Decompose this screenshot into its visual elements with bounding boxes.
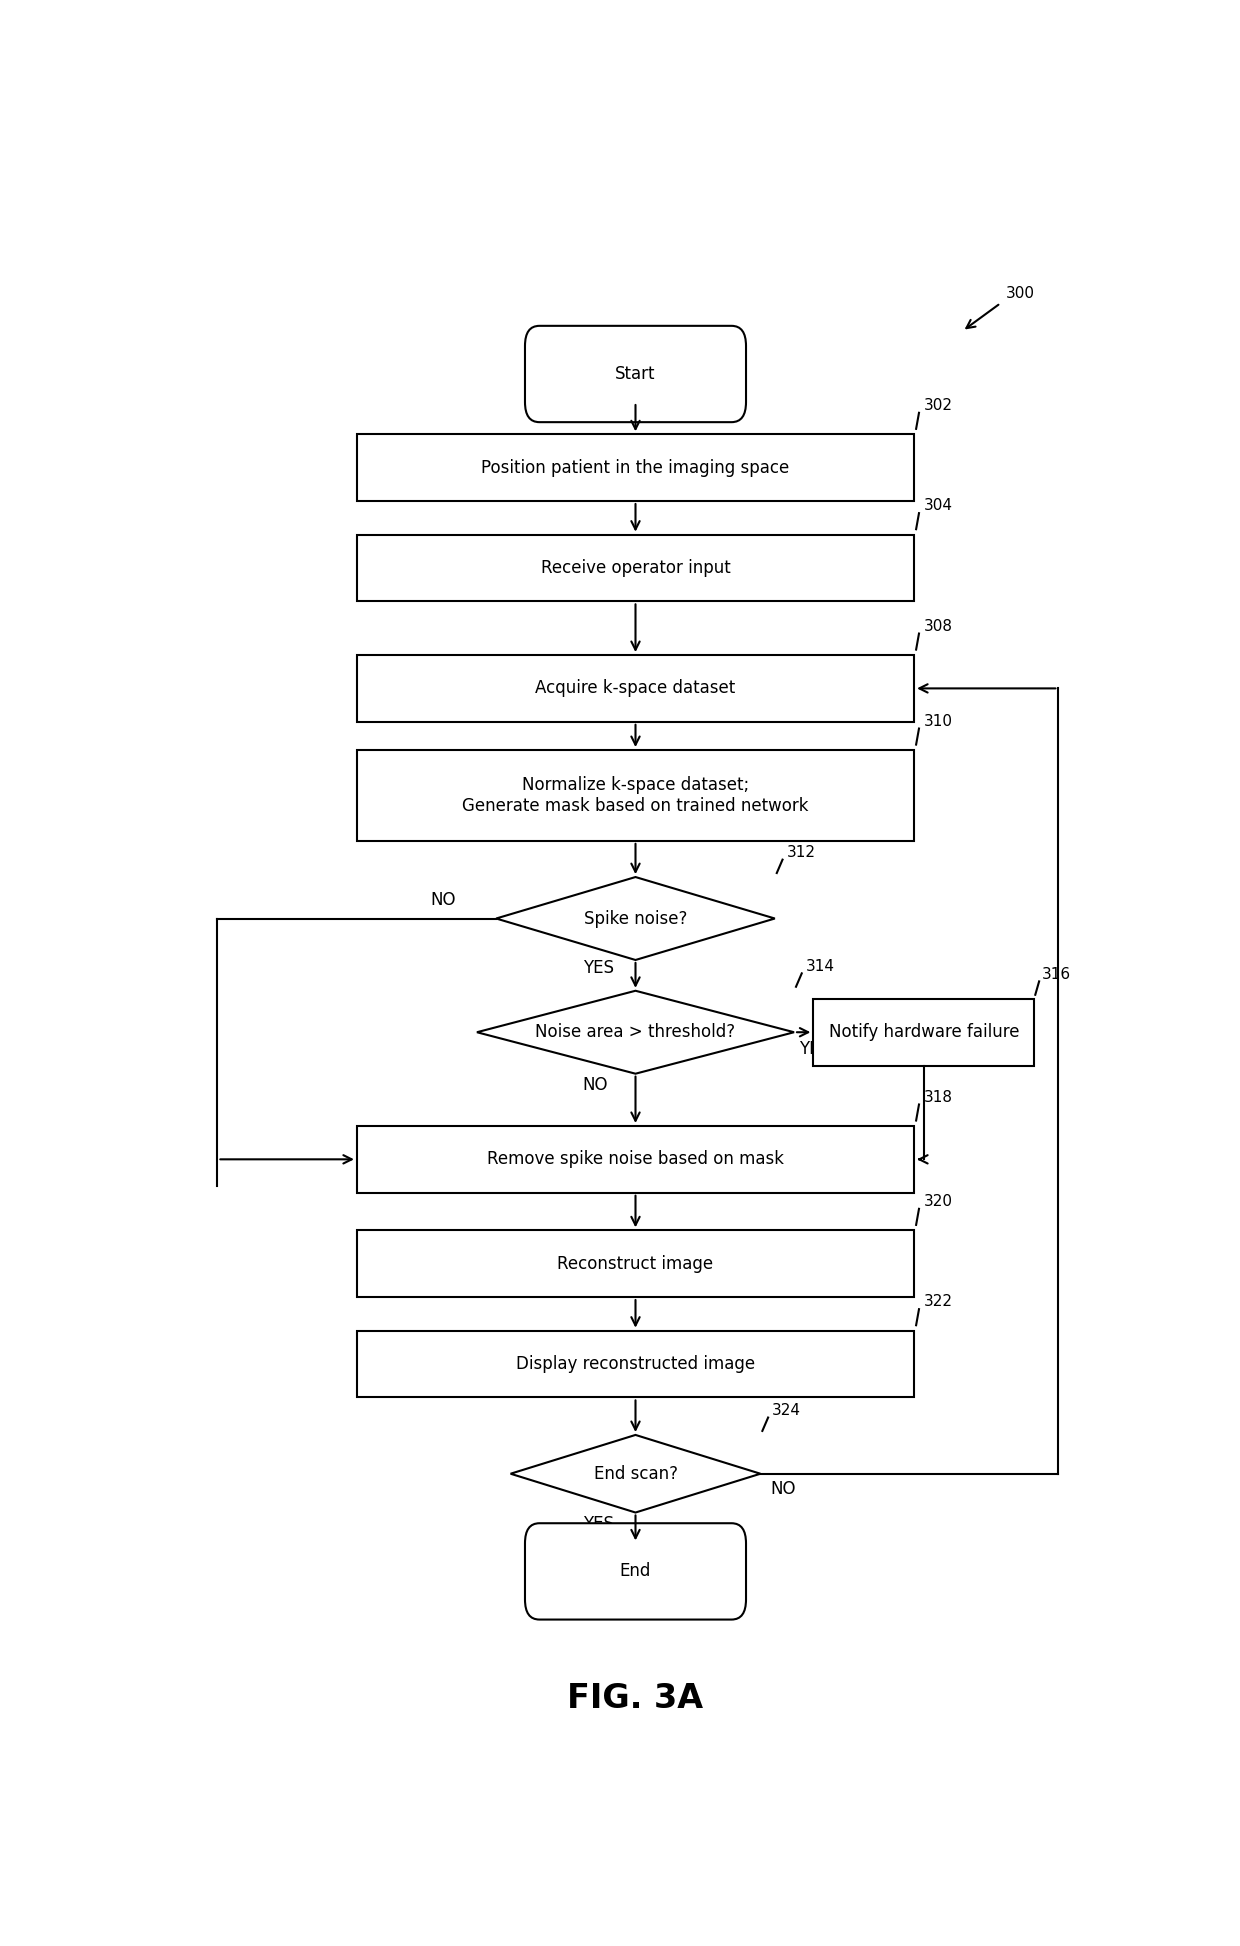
Text: Position patient in the imaging space: Position patient in the imaging space <box>481 459 790 477</box>
Text: 312: 312 <box>786 845 816 860</box>
Text: 316: 316 <box>1042 967 1071 981</box>
FancyBboxPatch shape <box>525 325 746 422</box>
Text: Reconstruct image: Reconstruct image <box>558 1255 713 1273</box>
Text: 308: 308 <box>924 619 952 634</box>
Text: Remove spike noise based on mask: Remove spike noise based on mask <box>487 1150 784 1168</box>
Text: YES: YES <box>799 1039 830 1057</box>
Text: 318: 318 <box>924 1090 952 1105</box>
Bar <box>357 434 914 500</box>
Text: Display reconstructed image: Display reconstructed image <box>516 1354 755 1374</box>
Text: 310: 310 <box>924 714 952 730</box>
Text: Receive operator input: Receive operator input <box>541 559 730 576</box>
Bar <box>357 535 914 601</box>
Polygon shape <box>477 991 794 1074</box>
Bar <box>813 998 1034 1066</box>
Text: End scan?: End scan? <box>594 1465 677 1483</box>
Text: 322: 322 <box>924 1294 952 1310</box>
Text: YES: YES <box>583 1514 614 1533</box>
Text: NO: NO <box>430 891 456 909</box>
Bar <box>357 1331 914 1397</box>
Text: Normalize k-space dataset;
Generate mask based on trained network: Normalize k-space dataset; Generate mask… <box>463 776 808 815</box>
Text: 302: 302 <box>924 399 952 413</box>
Text: 300: 300 <box>1006 286 1034 302</box>
Text: Spike noise?: Spike noise? <box>584 909 687 928</box>
Bar <box>357 1230 914 1298</box>
FancyBboxPatch shape <box>525 1524 746 1619</box>
Polygon shape <box>511 1434 760 1512</box>
Text: 324: 324 <box>773 1403 801 1419</box>
Text: YES: YES <box>583 959 614 977</box>
Text: Noise area > threshold?: Noise area > threshold? <box>536 1024 735 1041</box>
Bar <box>357 749 914 841</box>
Text: FIG. 3A: FIG. 3A <box>568 1681 703 1714</box>
Text: 304: 304 <box>924 498 952 514</box>
Text: Notify hardware failure: Notify hardware failure <box>828 1024 1019 1041</box>
Bar <box>357 1127 914 1193</box>
Text: 314: 314 <box>806 959 835 973</box>
Bar <box>357 656 914 722</box>
Polygon shape <box>496 878 775 959</box>
Text: Start: Start <box>615 366 656 383</box>
Text: NO: NO <box>583 1076 608 1094</box>
Text: Acquire k-space dataset: Acquire k-space dataset <box>536 679 735 697</box>
Text: 320: 320 <box>924 1195 952 1208</box>
Text: End: End <box>620 1563 651 1580</box>
Text: NO: NO <box>770 1479 796 1498</box>
